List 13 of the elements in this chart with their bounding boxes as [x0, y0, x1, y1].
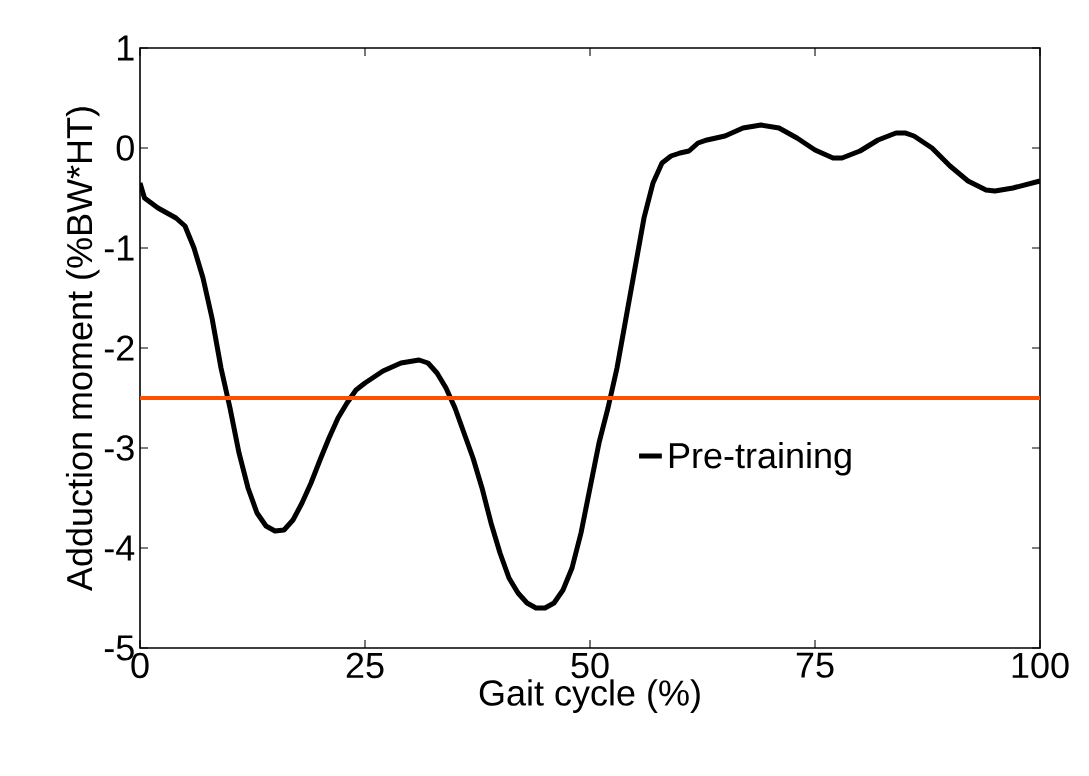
x-tick-label: 100 [1012, 652, 1069, 679]
y-tick-label: 0 [116, 135, 134, 161]
x-tick-label: 50 [571, 652, 609, 679]
y-tick-label: -3 [104, 435, 134, 461]
y-tick-label: 1 [118, 35, 134, 61]
x-axis-title: Gait cycle (%) [479, 679, 700, 713]
y-tick-label: -1 [104, 235, 134, 261]
x-tick-label: 75 [796, 652, 834, 678]
y-tick-label: -4 [104, 535, 135, 561]
y-axis-title: Adduction moment (%BW*HT) [65, 107, 100, 592]
legend-label: Pre-training [669, 441, 851, 476]
y-tick-label: -2 [104, 335, 134, 361]
x-tick-label: 25 [346, 652, 384, 679]
